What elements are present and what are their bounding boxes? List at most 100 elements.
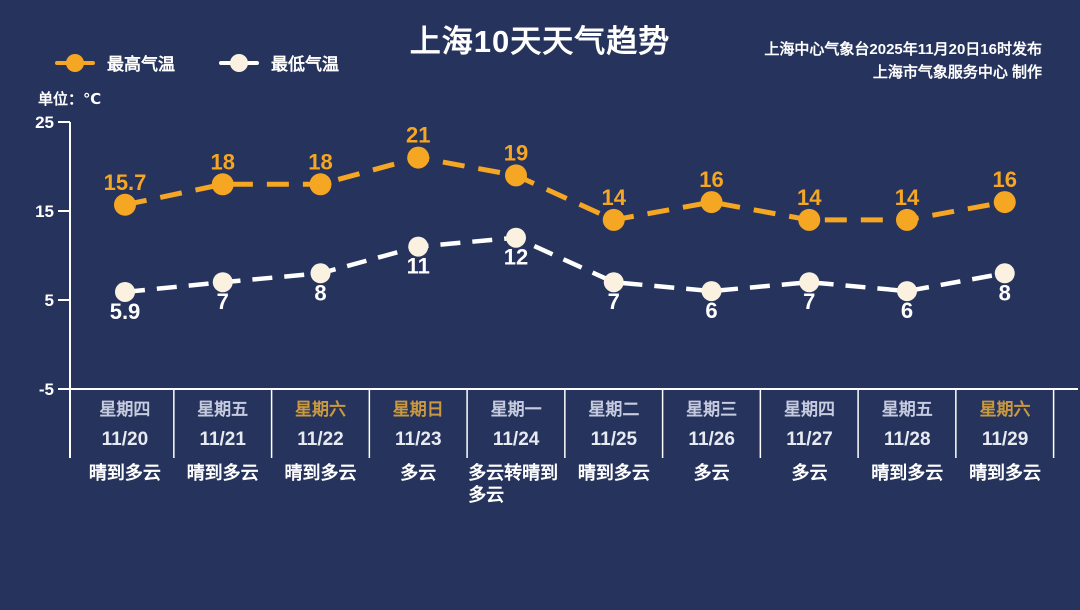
high-temp-value-label: 21 xyxy=(406,123,430,148)
page-title: 上海10天天气趋势 xyxy=(409,24,671,59)
date-label: 11/23 xyxy=(395,429,442,450)
condition-label: 晴到多云 xyxy=(871,463,944,483)
condition-label: 晴到多云 xyxy=(284,463,357,483)
low-temp-point xyxy=(212,272,233,293)
weekday-label: 星期二 xyxy=(588,400,640,419)
high-temp-point xyxy=(309,173,332,196)
low-temp-point xyxy=(897,281,917,302)
publisher-line2: 上海市气象服务中心 制作 xyxy=(872,64,1042,81)
weekday-label: 星期六 xyxy=(294,400,346,419)
date-label: 11/27 xyxy=(786,429,833,450)
high-temp-point xyxy=(505,164,527,187)
publisher-line1: 上海中心气象台2025年11月20日16时发布 xyxy=(764,41,1042,58)
low-temp-legend-marker-icon xyxy=(219,53,259,72)
weekday-label: 星期六 xyxy=(979,400,1031,419)
condition-label: 晴到多云 xyxy=(969,463,1042,483)
day-column-2: 星期五 11/21 晴到多云 xyxy=(174,400,272,506)
low-temp-value-label: 7 xyxy=(608,289,620,314)
y-axis-tick-label: 5 xyxy=(45,291,54,310)
condition-label: 多云 xyxy=(693,463,730,483)
legend-label-high-temp: 最高气温 xyxy=(107,55,175,74)
legend: 最高气温 最低气温 xyxy=(55,50,339,75)
low-temp-value-label: 7 xyxy=(217,289,229,314)
low-temp-point xyxy=(408,236,429,257)
condition-label: 晴到多云 xyxy=(88,463,161,483)
high-temp-point xyxy=(407,146,430,169)
high-temp-legend-marker-icon xyxy=(55,53,95,72)
low-temp-point xyxy=(310,263,331,284)
day-column-9: 星期五 11/28 晴到多云 xyxy=(858,400,956,506)
high-temp-value-label: 18 xyxy=(211,149,235,174)
day-column-1: 星期四 11/20 晴到多云 xyxy=(76,400,174,506)
date-label: 11/26 xyxy=(688,429,735,450)
high-temp-point xyxy=(114,193,136,216)
day-column-4: 星期日 11/23 多云 xyxy=(369,400,467,506)
day-column-5: 星期一 11/24 多云转晴到多云 xyxy=(467,400,565,506)
high-temp-point xyxy=(798,208,821,231)
high-temp-line xyxy=(124,155,1006,223)
low-temp-value-label: 8 xyxy=(999,280,1011,305)
low-temp-legend-dot xyxy=(230,53,248,72)
low-temp-point xyxy=(701,281,722,302)
day-column-10: 星期六 11/29 晴到多云 xyxy=(956,400,1054,506)
condition-label: 多云转晴到多云 xyxy=(468,463,559,505)
condition-label: 晴到多云 xyxy=(577,463,650,483)
date-label: 11/29 xyxy=(981,429,1029,450)
weekday-label: 星期一 xyxy=(490,400,542,419)
high-temp-value-label: 15.7 xyxy=(104,170,147,195)
weekday-label: 星期三 xyxy=(686,400,738,419)
weekday-label: 星期四 xyxy=(99,400,151,419)
high-temp-value-label: 14 xyxy=(602,185,627,210)
low-temp-value-label: 6 xyxy=(901,298,913,323)
low-temp-point xyxy=(603,272,624,293)
high-temp-value-label: 16 xyxy=(699,167,723,192)
low-temp-value-label: 6 xyxy=(705,298,717,323)
y-axis-tick-label: 15 xyxy=(35,202,54,221)
high-temp-point xyxy=(993,191,1016,214)
day-column-8: 星期四 11/27 多云 xyxy=(761,400,859,506)
high-temp-point xyxy=(896,208,918,231)
low-temp-point xyxy=(994,263,1015,284)
unit-label: 单位：℃ xyxy=(38,91,102,108)
high-temp-point xyxy=(211,173,234,196)
date-label: 11/28 xyxy=(884,429,931,450)
x-axis-day-table: 星期四 11/20 晴到多云 星期五 11/21 晴到多云 星期六 11/22 晴到多云 星期日 1… xyxy=(76,400,1054,506)
low-temp-value-label: 11 xyxy=(407,254,430,279)
y-axis-tick-label: 25 xyxy=(35,113,54,132)
day-column-3: 星期六 11/22 晴到多云 xyxy=(272,400,370,506)
low-temp-point xyxy=(506,227,526,248)
date-label: 11/22 xyxy=(297,429,344,450)
high-temp-legend-dot xyxy=(66,53,84,72)
high-temp-value-label: 19 xyxy=(504,140,528,165)
date-label: 11/25 xyxy=(590,429,638,450)
low-temp-value-label: 12 xyxy=(504,245,528,270)
weekday-label: 星期五 xyxy=(881,400,933,419)
high-temp-value-label: 14 xyxy=(895,185,920,210)
date-label: 11/21 xyxy=(199,429,246,450)
date-label: 11/24 xyxy=(492,429,540,450)
date-label: 11/20 xyxy=(101,429,149,450)
low-temp-line xyxy=(124,235,1006,295)
condition-label: 多云 xyxy=(400,463,437,483)
low-temp-point xyxy=(799,272,820,293)
condition-label: 多云 xyxy=(791,463,828,483)
high-temp-value-label: 14 xyxy=(797,185,822,210)
publisher-info: 上海中心气象台2025年11月20日16时发布 上海市气象服务中心 制作 xyxy=(764,38,1042,84)
high-temp-value-label: 16 xyxy=(993,167,1017,192)
y-axis-tick-label: -5 xyxy=(39,380,54,399)
condition-label: 晴到多云 xyxy=(186,463,259,483)
high-temp-point xyxy=(602,208,625,231)
legend-item-high-temp: 最高气温 xyxy=(55,50,175,75)
day-column-7: 星期三 11/26 多云 xyxy=(663,400,761,506)
weekday-label: 星期日 xyxy=(392,400,444,419)
day-column-6: 星期二 11/25 晴到多云 xyxy=(565,400,663,506)
weather-trend-chart: 25 15 5 -5 15.7 18 18 21 19 14 16 14 14 16 5.9 7 8 11 12 7 6… xyxy=(35,113,1078,458)
low-temp-point xyxy=(115,281,135,302)
high-temp-value-label: 18 xyxy=(308,149,332,174)
legend-item-low-temp: 最低气温 xyxy=(219,50,339,75)
high-temp-point xyxy=(700,191,723,214)
low-temp-value-label: 5.9 xyxy=(110,299,141,324)
weekday-label: 星期四 xyxy=(783,400,835,419)
low-temp-value-label: 7 xyxy=(803,289,815,314)
low-temp-value-label: 8 xyxy=(314,280,326,305)
